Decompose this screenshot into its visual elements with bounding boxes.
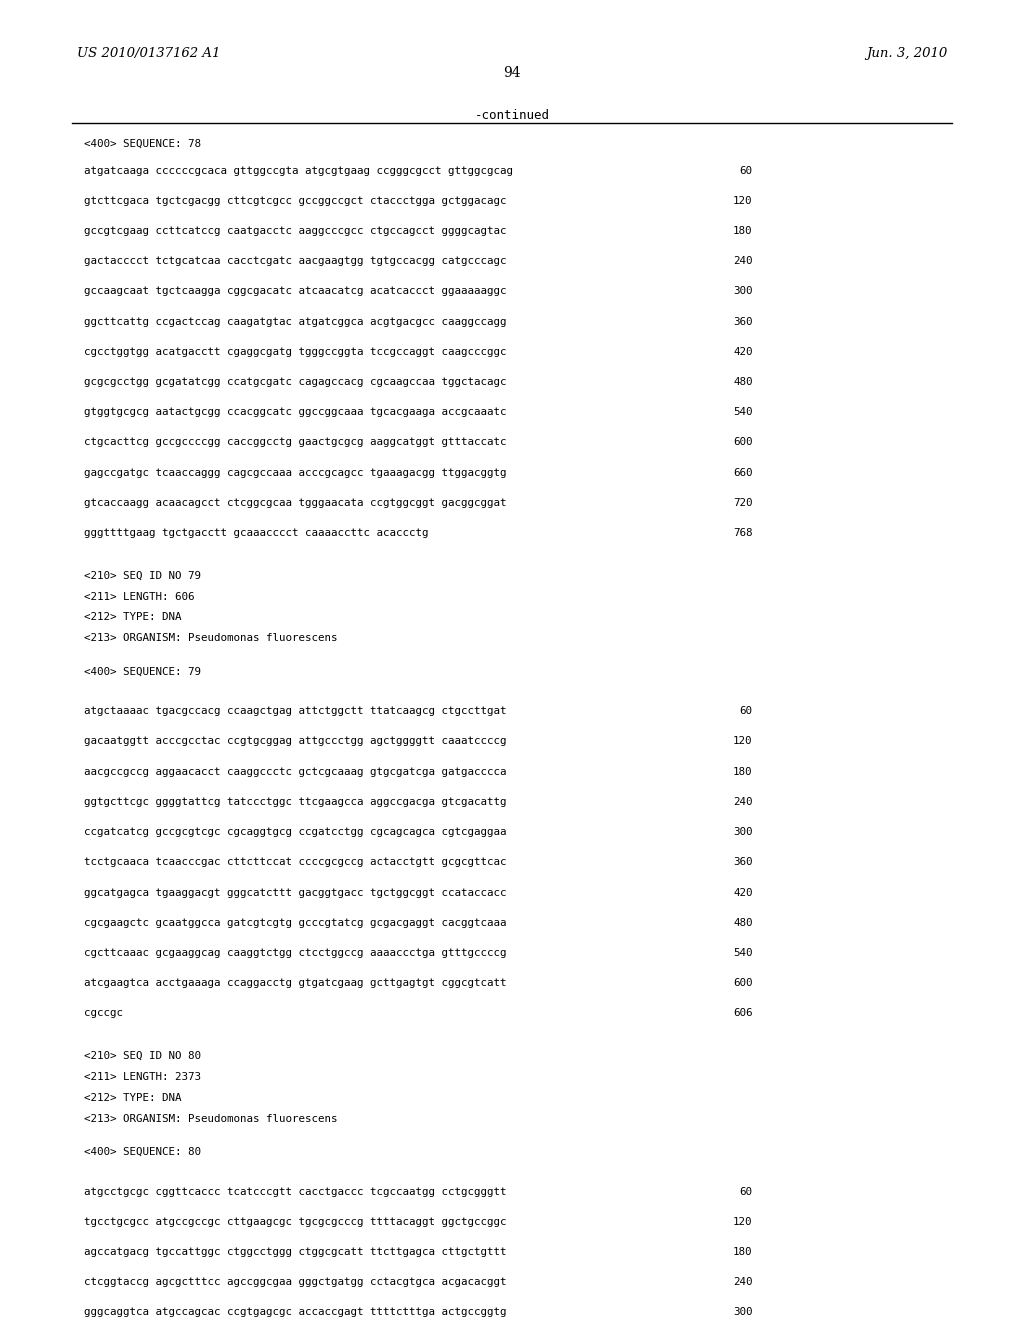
Text: <212> TYPE: DNA: <212> TYPE: DNA bbox=[84, 1093, 181, 1102]
Text: cgccgc: cgccgc bbox=[84, 1008, 123, 1019]
Text: 120: 120 bbox=[733, 195, 753, 206]
Text: 300: 300 bbox=[733, 828, 753, 837]
Text: ccgatcatcg gccgcgtcgc cgcaggtgcg ccgatcctgg cgcagcagca cgtcgaggaa: ccgatcatcg gccgcgtcgc cgcaggtgcg ccgatcc… bbox=[84, 828, 507, 837]
Text: 180: 180 bbox=[733, 1247, 753, 1257]
Text: 420: 420 bbox=[733, 887, 753, 898]
Text: cgcctggtgg acatgacctt cgaggcgatg tgggccggta tccgccaggt caagcccggc: cgcctggtgg acatgacctt cgaggcgatg tgggccg… bbox=[84, 347, 507, 356]
Text: 480: 480 bbox=[733, 917, 753, 928]
Text: gcgcgcctgg gcgatatcgg ccatgcgatc cagagccacg cgcaagccaa tggctacagc: gcgcgcctgg gcgatatcgg ccatgcgatc cagagcc… bbox=[84, 378, 507, 387]
Text: 720: 720 bbox=[733, 498, 753, 508]
Text: ggcttcattg ccgactccag caagatgtac atgatcggca acgtgacgcc caaggccagg: ggcttcattg ccgactccag caagatgtac atgatcg… bbox=[84, 317, 507, 326]
Text: 480: 480 bbox=[733, 378, 753, 387]
Text: 360: 360 bbox=[733, 317, 753, 326]
Text: 240: 240 bbox=[733, 797, 753, 807]
Text: gtggtgcgcg aatactgcgg ccacggcatc ggccggcaaa tgcacgaaga accgcaaatc: gtggtgcgcg aatactgcgg ccacggcatc ggccggc… bbox=[84, 408, 507, 417]
Text: 600: 600 bbox=[733, 978, 753, 989]
Text: gactacccct tctgcatcaa cacctcgatc aacgaagtgg tgtgccacgg catgcccagc: gactacccct tctgcatcaa cacctcgatc aacgaag… bbox=[84, 256, 507, 267]
Text: gccaagcaat tgctcaagga cggcgacatc atcaacatcg acatcaccct ggaaaaaggc: gccaagcaat tgctcaagga cggcgacatc atcaaca… bbox=[84, 286, 507, 297]
Text: 240: 240 bbox=[733, 1278, 753, 1287]
Text: <210> SEQ ID NO 80: <210> SEQ ID NO 80 bbox=[84, 1051, 201, 1061]
Text: gggcaggtca atgccagcac ccgtgagcgc accaccgagt ttttctttga actgccggtg: gggcaggtca atgccagcac ccgtgagcgc accaccg… bbox=[84, 1307, 507, 1317]
Text: agccatgacg tgccattggc ctggcctggg ctggcgcatt ttcttgagca cttgctgttt: agccatgacg tgccattggc ctggcctggg ctggcgc… bbox=[84, 1247, 507, 1257]
Text: aacgccgccg aggaacacct caaggccctc gctcgcaaag gtgcgatcga gatgacccca: aacgccgccg aggaacacct caaggccctc gctcgca… bbox=[84, 767, 507, 776]
Text: atcgaagtca acctgaaaga ccaggacctg gtgatcgaag gcttgagtgt cggcgtcatt: atcgaagtca acctgaaaga ccaggacctg gtgatcg… bbox=[84, 978, 507, 989]
Text: <211> LENGTH: 2373: <211> LENGTH: 2373 bbox=[84, 1072, 201, 1082]
Text: <212> TYPE: DNA: <212> TYPE: DNA bbox=[84, 612, 181, 623]
Text: gtcaccaagg acaacagcct ctcggcgcaa tgggaacata ccgtggcggt gacggcggat: gtcaccaagg acaacagcct ctcggcgcaa tgggaac… bbox=[84, 498, 507, 508]
Text: 60: 60 bbox=[739, 1187, 753, 1196]
Text: ggcatgagca tgaaggacgt gggcatcttt gacggtgacc tgctggcggt ccataccacc: ggcatgagca tgaaggacgt gggcatcttt gacggtg… bbox=[84, 887, 507, 898]
Text: 420: 420 bbox=[733, 347, 753, 356]
Text: atgatcaaga ccccccgcaca gttggccgta atgcgtgaag ccgggcgcct gttggcgcag: atgatcaaga ccccccgcaca gttggccgta atgcgt… bbox=[84, 165, 513, 176]
Text: 660: 660 bbox=[733, 467, 753, 478]
Text: 180: 180 bbox=[733, 767, 753, 776]
Text: 94: 94 bbox=[503, 66, 521, 81]
Text: 600: 600 bbox=[733, 437, 753, 447]
Text: 240: 240 bbox=[733, 256, 753, 267]
Text: Jun. 3, 2010: Jun. 3, 2010 bbox=[866, 48, 947, 61]
Text: ctgcacttcg gccgccccgg caccggcctg gaactgcgcg aaggcatggt gtttaccatc: ctgcacttcg gccgccccgg caccggcctg gaactgc… bbox=[84, 437, 507, 447]
Text: 120: 120 bbox=[733, 1217, 753, 1226]
Text: gggttttgaag tgctgacctt gcaaacccct caaaaccttc acaccctg: gggttttgaag tgctgacctt gcaaacccct caaaac… bbox=[84, 528, 428, 539]
Text: 60: 60 bbox=[739, 165, 753, 176]
Text: <400> SEQUENCE: 80: <400> SEQUENCE: 80 bbox=[84, 1147, 201, 1156]
Text: <211> LENGTH: 606: <211> LENGTH: 606 bbox=[84, 591, 195, 602]
Text: cgcttcaaac gcgaaggcag caaggtctgg ctcctggccg aaaaccctga gtttgccccg: cgcttcaaac gcgaaggcag caaggtctgg ctcctgg… bbox=[84, 948, 507, 958]
Text: tgcctgcgcc atgccgccgc cttgaagcgc tgcgcgcccg ttttacaggt ggctgccggc: tgcctgcgcc atgccgccgc cttgaagcgc tgcgcgc… bbox=[84, 1217, 507, 1226]
Text: 540: 540 bbox=[733, 948, 753, 958]
Text: -continued: -continued bbox=[474, 110, 550, 123]
Text: gacaatggtt acccgcctac ccgtgcggag attgccctgg agctggggtt caaatccccg: gacaatggtt acccgcctac ccgtgcggag attgccc… bbox=[84, 737, 507, 747]
Text: gtcttcgaca tgctcgacgg cttcgtcgcc gccggccgct ctaccctgga gctggacagc: gtcttcgaca tgctcgacgg cttcgtcgcc gccggcc… bbox=[84, 195, 507, 206]
Text: 120: 120 bbox=[733, 737, 753, 747]
Text: atgctaaaac tgacgccacg ccaagctgag attctggctt ttatcaagcg ctgccttgat: atgctaaaac tgacgccacg ccaagctgag attctgg… bbox=[84, 706, 507, 717]
Text: 300: 300 bbox=[733, 286, 753, 297]
Text: gccgtcgaag ccttcatccg caatgacctc aaggcccgcc ctgccagcct ggggcagtac: gccgtcgaag ccttcatccg caatgacctc aaggccc… bbox=[84, 226, 507, 236]
Text: atgcctgcgc cggttcaccc tcatcccgtt cacctgaccc tcgccaatgg cctgcgggtt: atgcctgcgc cggttcaccc tcatcccgtt cacctga… bbox=[84, 1187, 507, 1196]
Text: cgcgaagctc gcaatggcca gatcgtcgtg gcccgtatcg gcgacgaggt cacggtcaaa: cgcgaagctc gcaatggcca gatcgtcgtg gcccgta… bbox=[84, 917, 507, 928]
Text: <213> ORGANISM: Pseudomonas fluorescens: <213> ORGANISM: Pseudomonas fluorescens bbox=[84, 1114, 338, 1123]
Text: 360: 360 bbox=[733, 857, 753, 867]
Text: <400> SEQUENCE: 79: <400> SEQUENCE: 79 bbox=[84, 667, 201, 677]
Text: <210> SEQ ID NO 79: <210> SEQ ID NO 79 bbox=[84, 570, 201, 581]
Text: tcctgcaaca tcaacccgac cttcttccat ccccgcgccg actacctgtt gcgcgttcac: tcctgcaaca tcaacccgac cttcttccat ccccgcg… bbox=[84, 857, 507, 867]
Text: 180: 180 bbox=[733, 226, 753, 236]
Text: 768: 768 bbox=[733, 528, 753, 539]
Text: 60: 60 bbox=[739, 706, 753, 717]
Text: gagccgatgc tcaaccaggg cagcgccaaa acccgcagcc tgaaagacgg ttggacggtg: gagccgatgc tcaaccaggg cagcgccaaa acccgca… bbox=[84, 467, 507, 478]
Text: <213> ORGANISM: Pseudomonas fluorescens: <213> ORGANISM: Pseudomonas fluorescens bbox=[84, 634, 338, 643]
Text: <400> SEQUENCE: 78: <400> SEQUENCE: 78 bbox=[84, 139, 201, 148]
Text: US 2010/0137162 A1: US 2010/0137162 A1 bbox=[77, 48, 220, 61]
Text: 540: 540 bbox=[733, 408, 753, 417]
Text: ctcggtaccg agcgctttcc agccggcgaa gggctgatgg cctacgtgca acgacacggt: ctcggtaccg agcgctttcc agccggcgaa gggctga… bbox=[84, 1278, 507, 1287]
Text: ggtgcttcgc ggggtattcg tatccctggc ttcgaagcca aggccgacga gtcgacattg: ggtgcttcgc ggggtattcg tatccctggc ttcgaag… bbox=[84, 797, 507, 807]
Text: 300: 300 bbox=[733, 1307, 753, 1317]
Text: 606: 606 bbox=[733, 1008, 753, 1019]
